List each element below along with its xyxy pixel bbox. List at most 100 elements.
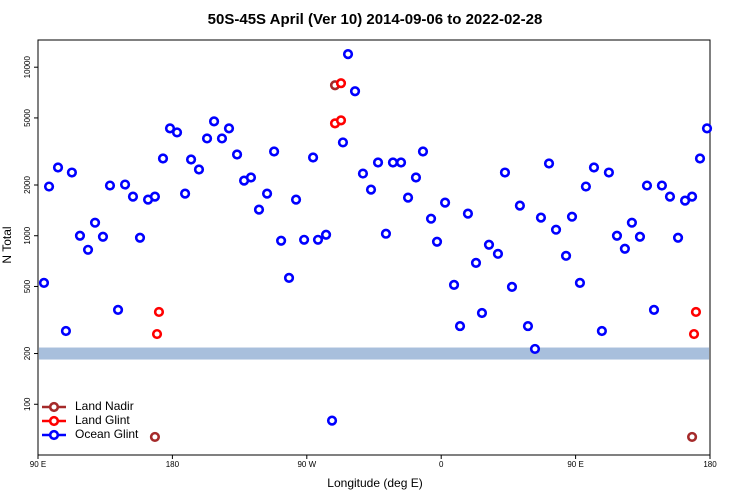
point bbox=[626, 217, 637, 228]
point bbox=[566, 211, 578, 222]
point bbox=[439, 197, 451, 208]
point bbox=[543, 158, 555, 169]
point bbox=[664, 191, 676, 202]
point bbox=[326, 415, 338, 426]
legend-marker bbox=[48, 401, 60, 413]
point bbox=[522, 320, 534, 332]
point bbox=[483, 239, 495, 250]
point bbox=[499, 167, 511, 178]
point bbox=[514, 200, 525, 211]
point bbox=[164, 123, 176, 134]
point bbox=[431, 236, 443, 247]
point bbox=[335, 78, 347, 89]
point bbox=[372, 157, 384, 168]
point bbox=[342, 49, 354, 60]
point bbox=[134, 232, 146, 243]
point bbox=[119, 179, 131, 190]
point bbox=[60, 325, 72, 337]
point bbox=[231, 149, 243, 160]
point bbox=[448, 279, 460, 290]
point bbox=[380, 228, 392, 239]
point bbox=[410, 172, 422, 183]
point bbox=[550, 224, 562, 235]
legend-label: Ocean Glint bbox=[75, 427, 139, 441]
point bbox=[208, 116, 220, 127]
y-axis-label: N Total bbox=[0, 226, 14, 263]
point bbox=[417, 146, 429, 157]
point bbox=[82, 244, 94, 255]
point bbox=[157, 153, 169, 164]
point bbox=[193, 164, 205, 175]
point bbox=[253, 204, 265, 215]
point bbox=[74, 230, 86, 241]
point bbox=[492, 248, 504, 259]
point bbox=[268, 146, 280, 157]
point bbox=[506, 281, 518, 293]
point bbox=[89, 217, 101, 228]
point bbox=[38, 277, 50, 288]
y-tick-label: 200 bbox=[23, 346, 32, 360]
point bbox=[151, 328, 163, 340]
x-tick-label: 0 bbox=[439, 460, 444, 469]
point bbox=[185, 154, 197, 165]
x-axis-label: Longitude (deg E) bbox=[327, 476, 422, 490]
point bbox=[529, 343, 541, 355]
point bbox=[201, 133, 213, 144]
point bbox=[97, 231, 109, 242]
point bbox=[387, 157, 399, 168]
point bbox=[672, 232, 684, 243]
point bbox=[307, 152, 319, 163]
point bbox=[223, 123, 235, 134]
chart-title: 50S-45S April (Ver 10) 2014-09-06 to 202… bbox=[208, 11, 543, 28]
x-tick-label: 180 bbox=[703, 460, 717, 469]
point bbox=[66, 167, 77, 178]
point bbox=[312, 234, 324, 245]
y-tick-label: 2000 bbox=[23, 176, 32, 194]
point bbox=[127, 191, 139, 202]
y-tick-label: 500 bbox=[23, 279, 32, 293]
point bbox=[179, 188, 191, 199]
point bbox=[216, 133, 228, 144]
plot-frame bbox=[37, 39, 711, 456]
point bbox=[245, 172, 257, 183]
point bbox=[149, 431, 161, 443]
point bbox=[690, 306, 702, 318]
y-tick-label: 10000 bbox=[23, 56, 32, 79]
point bbox=[686, 431, 698, 443]
point bbox=[349, 86, 361, 97]
point bbox=[686, 191, 698, 202]
point bbox=[283, 272, 295, 284]
point bbox=[357, 168, 369, 179]
legend-label: Land Nadir bbox=[75, 399, 134, 413]
point bbox=[153, 306, 165, 318]
point bbox=[648, 304, 660, 316]
point bbox=[402, 192, 414, 203]
point bbox=[476, 307, 488, 319]
point bbox=[560, 250, 572, 261]
point bbox=[701, 123, 713, 134]
x-tick-label: 180 bbox=[166, 460, 180, 469]
legend-marker bbox=[48, 415, 60, 427]
x-tick-label: 90 W bbox=[297, 460, 316, 469]
point bbox=[619, 243, 630, 254]
legend-label: Land Glint bbox=[75, 413, 130, 427]
point bbox=[365, 184, 377, 195]
x-tick-label: 90 E bbox=[30, 460, 46, 469]
point bbox=[470, 257, 482, 268]
point bbox=[276, 235, 287, 246]
point bbox=[580, 181, 592, 192]
y-tick-label: 100 bbox=[23, 397, 32, 411]
point bbox=[299, 234, 310, 245]
point bbox=[112, 304, 124, 316]
point bbox=[43, 181, 55, 192]
point bbox=[535, 212, 547, 223]
point bbox=[688, 328, 700, 340]
point bbox=[588, 162, 600, 173]
point bbox=[290, 194, 302, 205]
point bbox=[603, 167, 615, 178]
point bbox=[335, 115, 347, 126]
legend-marker bbox=[48, 429, 60, 441]
point bbox=[574, 277, 586, 288]
point bbox=[462, 208, 474, 219]
